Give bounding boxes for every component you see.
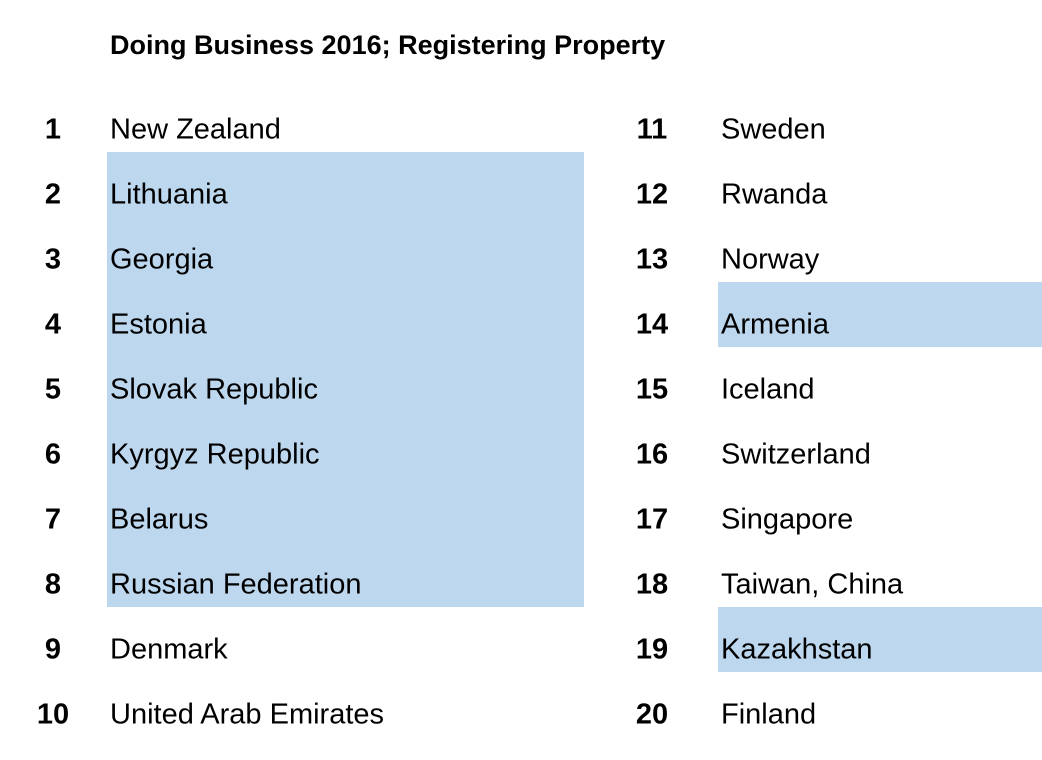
country: Taiwan, China [721,569,904,601]
rank: 3 [45,244,61,276]
rank: 9 [45,634,61,666]
rank: 19 [636,634,668,666]
country: Belarus [110,504,208,536]
rank: 18 [636,569,668,601]
country: Sweden [721,114,826,146]
country: Georgia [110,244,214,276]
row-highlight [718,607,1042,672]
country: Armenia [721,309,830,341]
rank: 8 [45,569,61,601]
country: New Zealand [110,114,281,146]
country: Switzerland [721,439,871,471]
rank: 1 [45,114,61,146]
rank: 14 [636,309,668,341]
rank: 2 [45,179,61,211]
country: Iceland [721,374,815,406]
country: Rwanda [721,179,828,211]
row-highlight [107,477,584,542]
row-highlight [107,282,584,347]
row-highlight [107,542,584,607]
country: Singapore [721,504,853,536]
rank: 16 [636,439,668,471]
rank: 15 [636,374,668,406]
country: Kyrgyz Republic [110,439,320,471]
country: Russian Federation [110,569,361,601]
row-highlight [107,217,584,282]
country: United Arab Emirates [110,699,384,731]
rank: 7 [45,504,61,536]
rank: 5 [45,374,61,406]
rank: 12 [636,179,668,211]
country: Estonia [110,309,208,341]
row-highlight [107,347,584,412]
row-highlight [107,412,584,477]
country: Lithuania [110,179,229,211]
title: Doing Business 2016; Registering Propert… [110,30,665,60]
country: Norway [721,244,820,276]
rank: 17 [636,504,668,536]
rank: 20 [636,699,668,731]
country: Denmark [110,634,228,666]
rank: 11 [637,114,668,146]
rank: 10 [37,699,69,731]
row-highlight [718,282,1042,347]
row-highlight [107,152,584,217]
country: Kazakhstan [721,634,873,666]
highlights [107,152,1042,672]
country: Slovak Republic [110,374,318,406]
country: Finland [721,699,816,731]
rank: 13 [636,244,668,276]
rank: 4 [45,309,61,341]
rank: 6 [45,439,61,471]
